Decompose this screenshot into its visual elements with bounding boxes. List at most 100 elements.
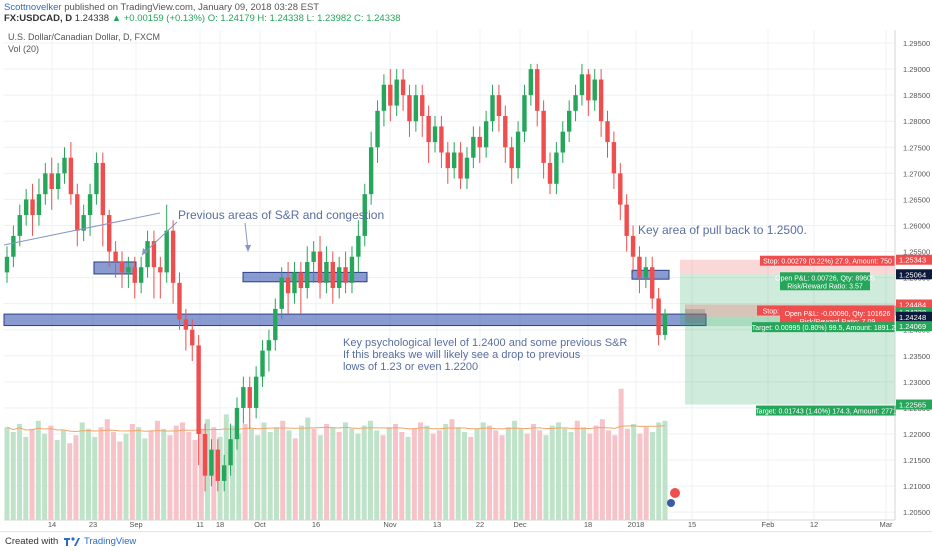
volume-bar [530, 424, 536, 520]
volume-bar [73, 435, 79, 520]
candle-body [509, 147, 514, 169]
volume-bar [261, 422, 267, 520]
candle-body [381, 84, 387, 111]
candle-body [579, 74, 585, 96]
candle-body [496, 95, 502, 117]
candle-body [426, 116, 431, 143]
x-tick-label: Nov [383, 520, 397, 529]
candle-body [624, 204, 629, 236]
price-tag-box [896, 269, 932, 280]
candle-body [535, 69, 540, 111]
volume-indicator-label: Vol (20) [8, 44, 39, 54]
volume-layer [4, 388, 668, 520]
y-tick-label: 1.28000 [903, 117, 930, 126]
time-axis: 14 23 Sep 11 18 Oct 16 Nov 13 22 Dec 18 2018 15 Feb 12 M… [4, 519, 895, 529]
annotation-pullback: Key area of pull back to 1.2500. [638, 223, 807, 237]
candle-body [151, 241, 157, 268]
support-resistance-zone [3, 313, 707, 327]
volume-bar [355, 433, 361, 520]
candle-body [503, 116, 508, 148]
annotation-key-3: lows of 1.23 or even 1.2200 [343, 361, 478, 373]
annotation-sr: Previous areas of S&R and congestion [178, 208, 384, 222]
volume-bar [98, 427, 104, 520]
price-tag-box [896, 399, 932, 410]
x-tick-label: 22 [476, 520, 484, 529]
y-tick-label: 1.21000 [903, 482, 930, 491]
annotation-key-1: Key psychological level of 1.2400 and so… [343, 337, 627, 349]
volume-bar [643, 427, 649, 520]
canada-flag-icon[interactable] [670, 488, 680, 498]
volume-bar [60, 430, 66, 520]
volume-bar [524, 433, 530, 520]
last-price: 1.24338 [74, 13, 110, 24]
volume-bar [236, 433, 242, 520]
ohlc-values: O: 1.24179 H: 1.24338 L: 1.23982 C: 1.24… [207, 13, 401, 24]
volume-bar [624, 428, 630, 520]
candle-body [285, 277, 291, 294]
volume-bar [543, 435, 549, 520]
volume-bar [198, 428, 204, 520]
candle-body [630, 235, 636, 257]
author-link[interactable]: Scottnovelker [4, 2, 62, 13]
candle-body [107, 215, 112, 252]
tradingview-link[interactable]: TradingView [84, 536, 137, 547]
x-tick-label: Feb [762, 520, 775, 529]
candle-body [292, 272, 297, 294]
y-tick-label: 1.23500 [903, 352, 930, 361]
candle-body [566, 110, 572, 132]
candle-body [573, 95, 578, 111]
volume-bar [179, 422, 185, 520]
symbol[interactable]: FX:USDCAD, D [4, 13, 73, 24]
volume-bar [217, 436, 223, 520]
candle-body [439, 126, 444, 153]
candle-body [158, 267, 163, 273]
volume-bar [192, 440, 198, 520]
candle-body [586, 74, 591, 101]
candle-body [375, 110, 380, 148]
volume-bar [606, 430, 612, 520]
volume-bar [374, 430, 380, 520]
x-tick-label: 23 [89, 520, 97, 529]
candle-body [273, 308, 278, 341]
volume-bar [17, 424, 23, 520]
volume-bar [618, 388, 624, 520]
candle-body [407, 95, 412, 122]
candle-body [356, 235, 361, 257]
volume-bar [305, 417, 311, 520]
volume-bar [154, 420, 160, 520]
y-tick-label: 1.27000 [903, 169, 930, 178]
volume-bar [518, 428, 524, 520]
price-tag-label: 1.25343 [899, 256, 926, 265]
created-with-label: Created with [5, 536, 59, 547]
price-tag-box [896, 254, 932, 265]
candle-body [190, 329, 195, 346]
candle-body [87, 194, 93, 216]
candle-body [592, 79, 597, 101]
volume-bar [631, 424, 637, 520]
volume-bar [436, 430, 442, 520]
volume-bar [267, 432, 273, 520]
price-tag-box [896, 299, 932, 310]
us-flag-icon[interactable] [667, 499, 675, 507]
volume-bar [23, 436, 29, 520]
y-tick-label: 1.25500 [903, 248, 930, 257]
arrow-head-icon [142, 248, 148, 255]
candle-body [656, 298, 661, 335]
volume-bar [324, 424, 330, 520]
volume-bar [599, 419, 605, 520]
candle-body [132, 267, 137, 283]
candle-body [400, 79, 406, 96]
candle-body [170, 230, 176, 283]
candle-body [368, 147, 374, 195]
candle-body [547, 162, 553, 184]
volume-bar [136, 427, 142, 520]
candle-body [420, 95, 425, 117]
arrow-head-icon [245, 245, 251, 252]
candle-body [445, 152, 450, 169]
volume-bar [117, 441, 123, 520]
x-tick-label: 18 [216, 520, 224, 529]
volume-bar [311, 428, 317, 520]
candle-body [68, 157, 74, 195]
volume-bar [29, 428, 35, 520]
